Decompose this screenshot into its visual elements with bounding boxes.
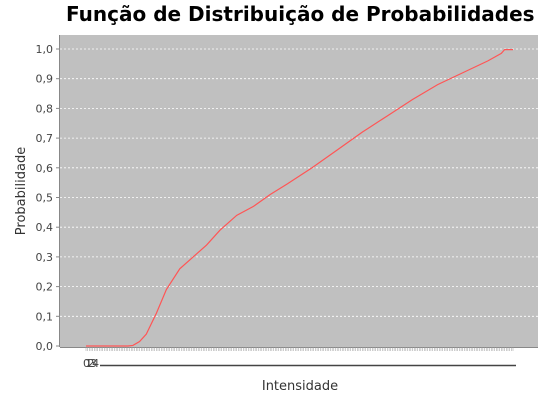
y-tick-label: 1,0 [36,43,54,56]
y-tick-label: 0,9 [36,73,54,86]
x-axis-label: Intensidade [262,379,338,394]
y-tick-label: 0,7 [36,132,54,145]
y-tick-label: 0,0 [36,340,54,353]
y-tick-label: 0,8 [36,102,54,115]
y-axis: 0,0 0,1 0,2 0,3 0,4 0,5 0,6 0,7 0,8 0,9 1,0 [36,35,60,353]
plot-area [60,35,538,347]
chart-title: Função de Distribuição de Probabilidades [66,2,535,26]
y-tick-label: 0,2 [36,281,54,294]
x-tick-label: 0 [83,357,90,370]
y-axis-label: Probabilidade [14,147,29,235]
y-tick-label: 0,4 [36,221,54,234]
y-tick-label: 0,3 [36,251,54,264]
y-tick-label: 0,1 [36,310,54,323]
x-tick-label: 1 [85,357,92,370]
series-line [86,48,513,347]
x-tick-label: 2 [88,357,95,370]
y-tick-label: 0,6 [36,162,54,175]
x-tick-label: 4 [92,357,99,370]
y-tick-label: 0,5 [36,192,54,205]
x-tick-label: 3 [90,357,97,370]
